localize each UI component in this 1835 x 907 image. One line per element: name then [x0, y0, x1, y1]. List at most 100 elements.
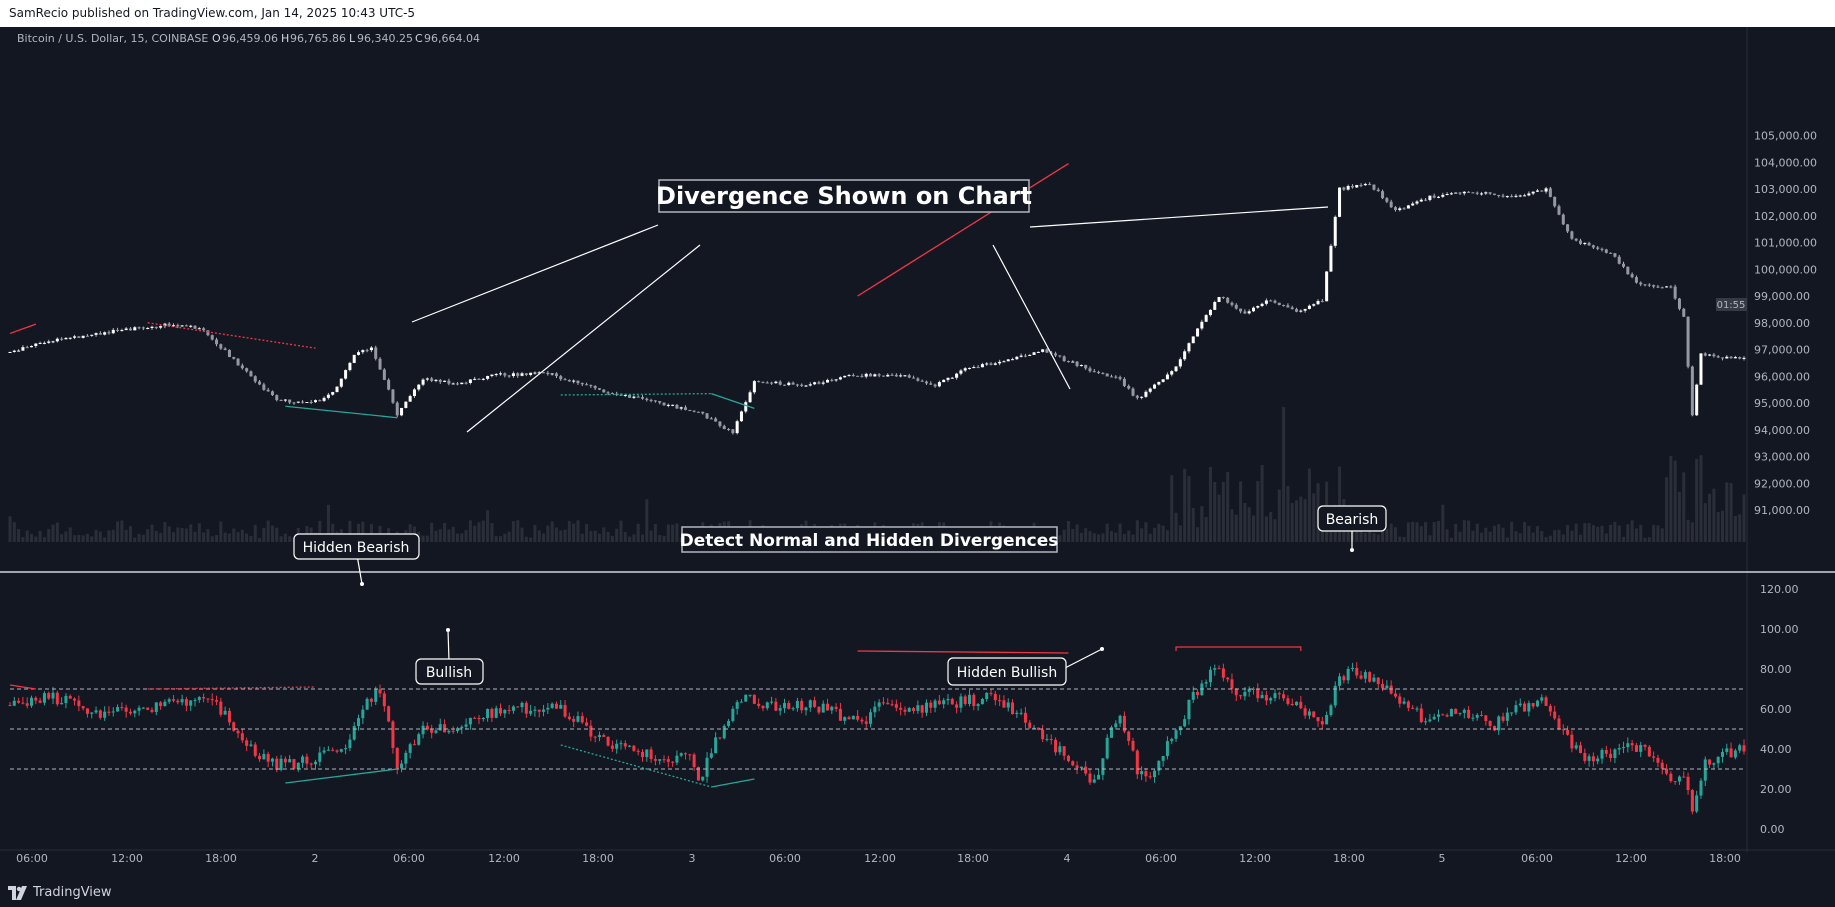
time-axis-tick: 3 — [689, 852, 696, 865]
price-axis-tick: 95,000.00 — [1754, 397, 1810, 410]
osc-candle — [322, 750, 326, 753]
osc-candle — [481, 718, 485, 720]
price-candle — [1101, 373, 1105, 375]
price-candle — [1634, 277, 1638, 283]
price-candle — [141, 327, 145, 329]
price-candle — [507, 375, 511, 377]
volume-bar — [1338, 466, 1342, 542]
price-candle — [1183, 351, 1187, 360]
price-candle — [1088, 368, 1092, 372]
osc-candle — [240, 733, 244, 741]
volume-bar — [408, 524, 412, 542]
price-candle — [1699, 353, 1703, 385]
price-candle — [1286, 305, 1290, 308]
volume-bar — [1570, 530, 1574, 542]
volume-bar — [1187, 476, 1191, 542]
volume-bar — [1445, 529, 1449, 542]
osc-candle — [400, 763, 404, 769]
volume-bar — [1140, 528, 1144, 542]
volume-bar — [1097, 534, 1101, 542]
osc-candle — [628, 745, 632, 747]
osc-candle — [511, 706, 515, 711]
price-axis-tick: 97,000.00 — [1754, 344, 1810, 357]
osc-candle — [520, 702, 524, 708]
callout-line — [466, 244, 701, 433]
osc-candle — [51, 692, 55, 699]
price-candle — [1277, 302, 1281, 306]
price-axis-tick: 100,000.00 — [1754, 263, 1817, 276]
osc-candle — [795, 700, 799, 709]
osc-candle — [1376, 677, 1380, 684]
price-candle — [774, 381, 778, 384]
volume-bar — [258, 537, 262, 542]
volume-bar — [197, 523, 201, 542]
osc-candle — [787, 702, 791, 709]
osc-candle — [1243, 691, 1247, 697]
volume-bar — [1639, 524, 1643, 542]
osc-candle — [1695, 795, 1699, 812]
price-candle — [1622, 263, 1626, 267]
volume-bar — [1458, 531, 1462, 542]
osc-candle — [124, 707, 128, 712]
price-candle — [1471, 192, 1475, 194]
price-candle — [1299, 310, 1303, 312]
osc-candle — [1406, 701, 1410, 708]
osc-candle — [262, 754, 266, 760]
price-candle — [146, 327, 150, 329]
price-candle — [1665, 286, 1669, 288]
osc-candle — [98, 710, 102, 718]
osc-divergence-line — [711, 778, 755, 788]
price-candle — [834, 379, 838, 381]
volume-bar — [1092, 533, 1096, 542]
volume-bar — [210, 536, 214, 542]
osc-candle — [455, 728, 459, 731]
osc-candle — [1140, 771, 1144, 775]
osc-candle — [851, 715, 855, 720]
osc-candle — [206, 698, 210, 700]
osc-candle — [1049, 739, 1053, 741]
time-axis-tick: 18:00 — [205, 852, 237, 865]
price-candle — [12, 350, 16, 352]
volume-bar — [1273, 519, 1277, 542]
osc-candle — [150, 709, 154, 712]
osc-candle — [189, 700, 193, 706]
price-candle — [1028, 354, 1032, 356]
volume-bar — [1617, 525, 1621, 542]
price-candle — [856, 375, 860, 377]
price-candle — [1114, 376, 1118, 378]
osc-candle — [1105, 737, 1109, 759]
price-candle — [847, 375, 851, 377]
osc-candle — [924, 702, 928, 713]
chart-canvas[interactable]: 91,000.00 92,000.00 93,000.00 94,000.00 95,0… — [0, 27, 1835, 879]
price-candle — [38, 342, 42, 344]
osc-candle — [1183, 719, 1187, 727]
osc-candle — [701, 776, 705, 781]
price-candle — [890, 374, 894, 376]
volume-bar — [1488, 531, 1492, 542]
osc-candle — [1041, 729, 1045, 740]
osc-candle — [193, 699, 197, 701]
osc-candle — [1600, 750, 1604, 759]
volume-bar — [245, 533, 249, 542]
volume-bar — [1282, 407, 1286, 542]
osc-candle — [645, 749, 649, 758]
osc-candle — [1518, 703, 1522, 706]
osc-candle — [1514, 705, 1518, 713]
volume-bar — [288, 536, 292, 542]
osc-candle — [684, 753, 688, 755]
osc-candle — [318, 752, 322, 762]
volume-bar — [455, 533, 459, 542]
volume-bar — [1165, 530, 1169, 542]
osc-candle — [589, 725, 593, 737]
tradingview-logo-icon[interactable] — [8, 886, 30, 900]
time-axis-tick: 2 — [312, 852, 319, 865]
volume-bar — [180, 527, 184, 542]
osc-candle — [576, 716, 580, 722]
price-candle — [296, 401, 300, 403]
volume-bar — [1630, 520, 1634, 542]
volume-bar — [1596, 526, 1600, 542]
volume-bar — [542, 533, 546, 542]
price-candle — [1350, 185, 1354, 188]
time-axis-tick: 12:00 — [1239, 852, 1271, 865]
price-candle — [1251, 307, 1255, 312]
